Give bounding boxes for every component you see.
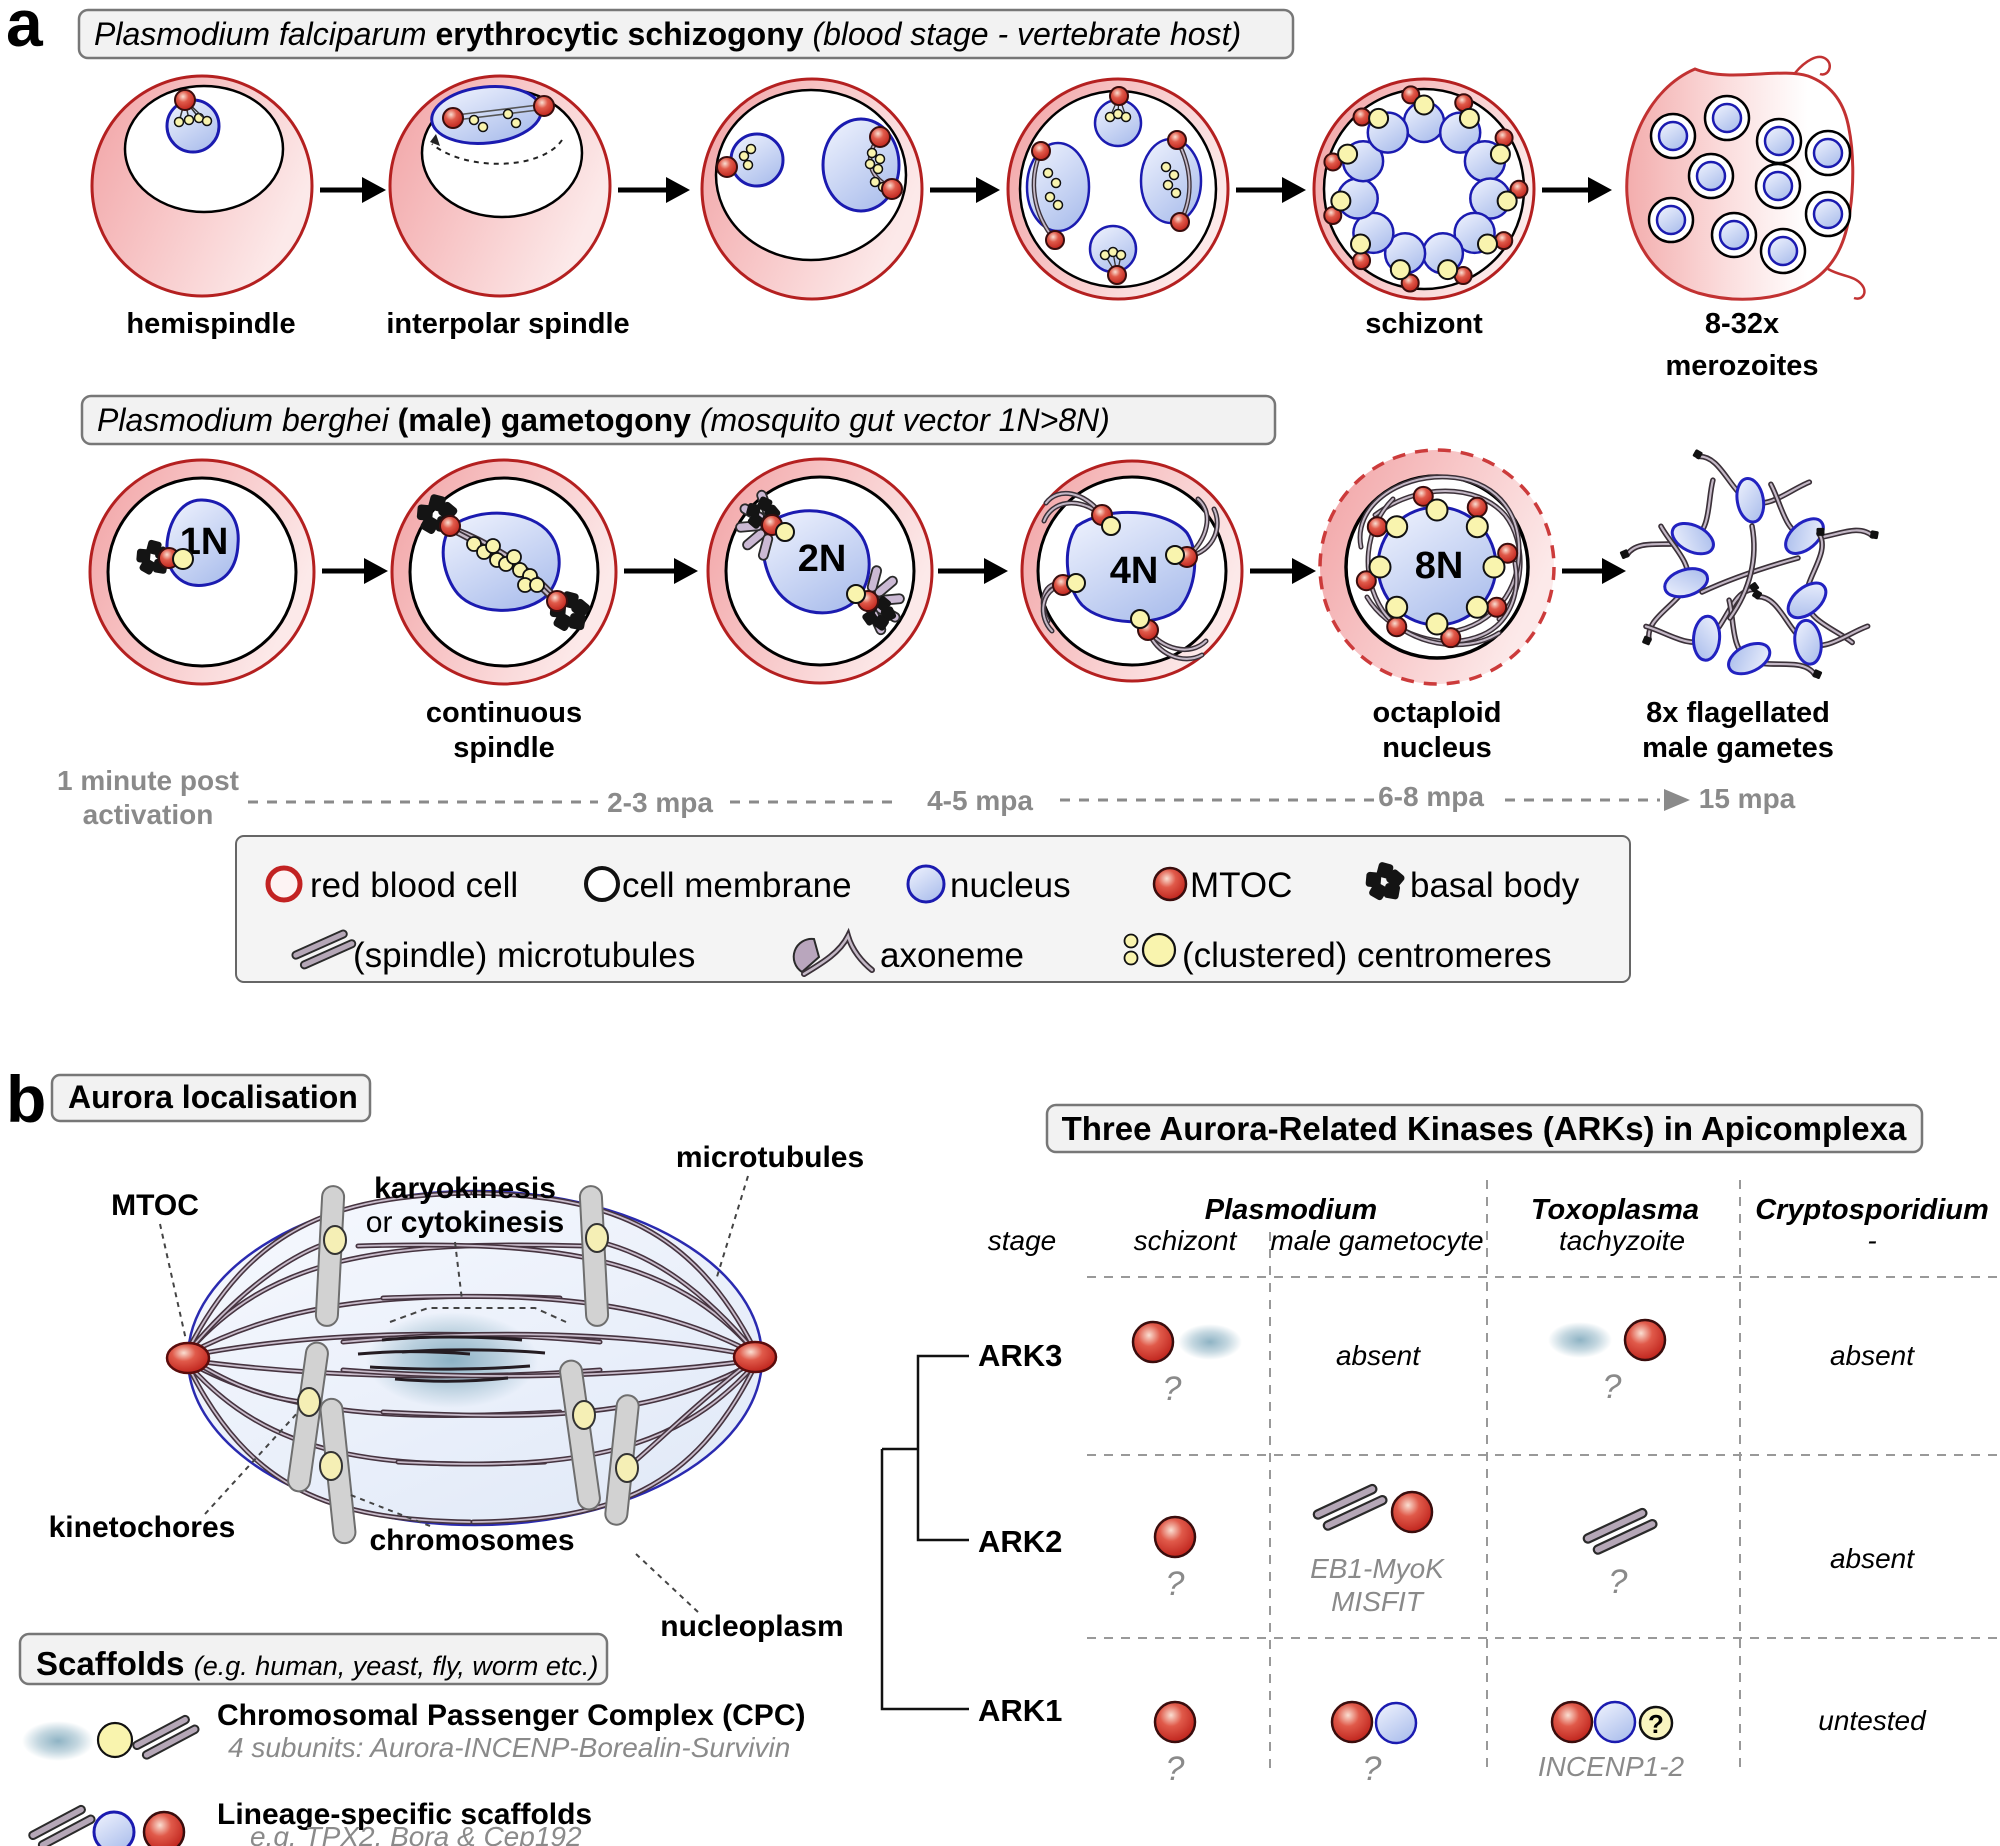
svg-text:(spindle) microtubules: (spindle) microtubules: [353, 936, 695, 975]
svg-text:?: ?: [1166, 1565, 1185, 1603]
svg-text:b: b: [6, 1062, 46, 1136]
svg-text:1 minute post: 1 minute post: [57, 765, 239, 796]
svg-text:4 subunits: Aurora-INCENP-Bore: 4 subunits: Aurora-INCENP-Borealin-Survi…: [228, 1732, 790, 1763]
svg-text:cell membrane: cell membrane: [622, 866, 852, 905]
svg-text:MISFIT: MISFIT: [1331, 1586, 1425, 1617]
svg-text:a: a: [6, 0, 44, 60]
svg-text:8N: 8N: [1415, 545, 1464, 587]
svg-text:nucleus: nucleus: [1382, 732, 1492, 764]
svg-text:?: ?: [1648, 1709, 1664, 1739]
svg-text:nucleus: nucleus: [950, 866, 1071, 905]
svg-text:?: ?: [1166, 1750, 1185, 1788]
svg-text:Three Aurora-Related Kinases (: Three Aurora-Related Kinases (ARKs) in A…: [1062, 1110, 1907, 1147]
svg-text:hemispindle: hemispindle: [126, 308, 295, 340]
svg-text:Plasmodium berghei (male) game: Plasmodium berghei (male) gametogony (mo…: [97, 402, 1110, 438]
svg-text:chromosomes: chromosomes: [369, 1524, 574, 1557]
svg-text:Plasmodium falciparum erythroc: Plasmodium falciparum erythrocytic schiz…: [94, 16, 1241, 52]
svg-text:Chromosomal Passenger Complex: Chromosomal Passenger Complex (CPC): [217, 1699, 805, 1732]
svg-text:untested: untested: [1818, 1705, 1927, 1736]
svg-text:tachyzoite: tachyzoite: [1559, 1225, 1685, 1256]
svg-text:Toxoplasma: Toxoplasma: [1531, 1194, 1699, 1226]
svg-text:EB1-MyoK: EB1-MyoK: [1310, 1553, 1445, 1584]
svg-text:absent: absent: [1830, 1543, 1915, 1574]
svg-text:red blood cell: red blood cell: [310, 866, 518, 905]
svg-text:(clustered) centromeres: (clustered) centromeres: [1182, 936, 1552, 975]
svg-text:absent: absent: [1336, 1340, 1421, 1371]
svg-text:?: ?: [1163, 1370, 1182, 1408]
svg-text:?: ?: [1603, 1368, 1622, 1406]
svg-text:ARK2: ARK2: [978, 1524, 1062, 1559]
svg-text:-: -: [1867, 1225, 1876, 1256]
svg-text:male gametes: male gametes: [1642, 732, 1834, 764]
svg-text:?: ?: [1609, 1563, 1628, 1601]
svg-text:octaploid: octaploid: [1373, 697, 1502, 729]
svg-text:schizont: schizont: [1365, 308, 1483, 340]
svg-text:MTOC: MTOC: [111, 1189, 199, 1222]
svg-text:stage: stage: [988, 1225, 1057, 1256]
svg-text:INCENP1-2: INCENP1-2: [1538, 1751, 1685, 1782]
svg-text:or cytokinesis: or cytokinesis: [366, 1206, 564, 1239]
svg-text:6-8 mpa: 6-8 mpa: [1378, 781, 1484, 812]
svg-text:MTOC: MTOC: [1190, 866, 1292, 905]
svg-text:male gametocyte: male gametocyte: [1270, 1225, 1483, 1256]
svg-text:basal body: basal body: [1410, 866, 1580, 905]
svg-text:interpolar spindle: interpolar spindle: [386, 308, 629, 340]
svg-text:e.g. TPX2, Bora & Cep192: e.g. TPX2, Bora & Cep192: [250, 1821, 582, 1846]
svg-text:Lineage-specific scaffolds: Lineage-specific scaffolds: [217, 1798, 592, 1831]
svg-text:Plasmodium: Plasmodium: [1205, 1194, 1377, 1226]
svg-text:2N: 2N: [798, 538, 847, 580]
svg-text:2-3 mpa: 2-3 mpa: [607, 787, 713, 818]
svg-text:Scaffolds (e.g. human, yeast,: Scaffolds (e.g. human, yeast, fly, worm …: [36, 1645, 598, 1682]
svg-text:spindle: spindle: [453, 732, 555, 764]
svg-text:activation: activation: [83, 799, 214, 830]
svg-text:ARK3: ARK3: [978, 1338, 1062, 1373]
svg-text:8-32x: 8-32x: [1705, 308, 1779, 340]
svg-text:8x flagellated: 8x flagellated: [1646, 697, 1830, 729]
svg-text:?: ?: [1363, 1750, 1382, 1788]
svg-text:kinetochores: kinetochores: [49, 1511, 236, 1544]
svg-text:absent: absent: [1830, 1340, 1915, 1371]
svg-text:merozoites: merozoites: [1665, 350, 1818, 382]
svg-text:Cryptosporidium: Cryptosporidium: [1755, 1194, 1989, 1226]
svg-text:karyokinesis: karyokinesis: [374, 1172, 556, 1205]
svg-text:15 mpa: 15 mpa: [1699, 783, 1796, 814]
svg-text:microtubules: microtubules: [676, 1141, 864, 1174]
svg-text:ARK1: ARK1: [978, 1693, 1062, 1728]
svg-text:axoneme: axoneme: [880, 936, 1024, 975]
svg-text:Aurora localisation: Aurora localisation: [68, 1079, 358, 1115]
svg-text:continuous: continuous: [426, 697, 582, 729]
svg-text:nucleoplasm: nucleoplasm: [660, 1610, 843, 1643]
svg-text:4N: 4N: [1110, 550, 1159, 592]
svg-text:schizont: schizont: [1134, 1225, 1238, 1256]
svg-text:4-5 mpa: 4-5 mpa: [927, 785, 1033, 816]
